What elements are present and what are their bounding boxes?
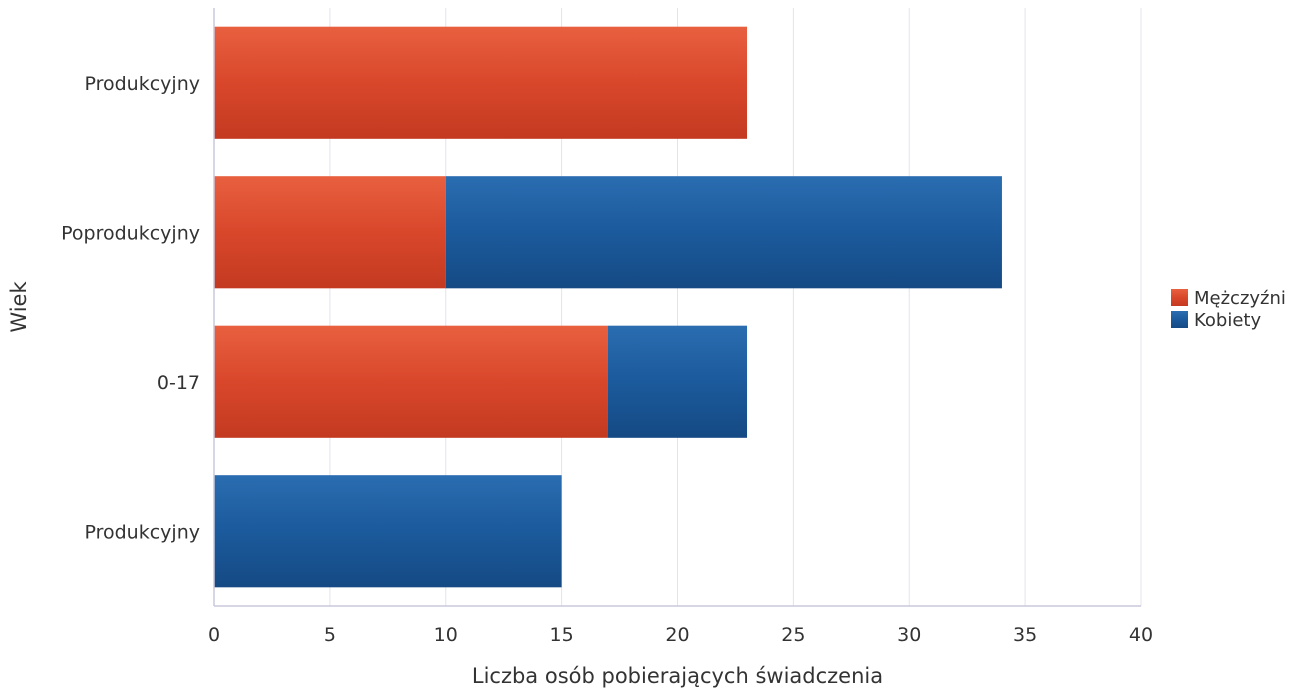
y-category-label: Produkcyjny bbox=[84, 521, 200, 543]
legend-swatch bbox=[1171, 311, 1188, 328]
x-tick-label: 15 bbox=[550, 624, 574, 646]
legend-label: Mężczyźni bbox=[1194, 288, 1286, 309]
y-category-label: Poprodukcyjny bbox=[61, 222, 200, 244]
x-tick-label: 10 bbox=[434, 624, 458, 646]
y-axis-title: Wiek bbox=[7, 281, 31, 333]
x-tick-label: 40 bbox=[1129, 624, 1153, 646]
bar-segment bbox=[607, 325, 748, 438]
x-axis-title: Liczba osób pobierających świadczenia bbox=[472, 664, 883, 688]
x-tick-label: 35 bbox=[1013, 624, 1037, 646]
labels: 0 5 10 15 20 25 30 35 40 Produkcyjny Poprodukcyjny… bbox=[7, 73, 1153, 688]
bar-segment bbox=[214, 176, 446, 289]
x-tick-label: 25 bbox=[781, 624, 805, 646]
x-tick-label: 0 bbox=[208, 624, 220, 646]
axes bbox=[213, 8, 1141, 607]
x-tick-label: 20 bbox=[665, 624, 689, 646]
y-category-label: 0-17 bbox=[157, 372, 200, 394]
legend-swatch bbox=[1171, 289, 1188, 306]
bar-segment bbox=[214, 26, 748, 139]
bar-segment bbox=[214, 475, 562, 588]
y-category-label: Produkcyjny bbox=[84, 73, 200, 95]
bars bbox=[214, 26, 1002, 588]
x-tick-label: 30 bbox=[897, 624, 921, 646]
x-tick-label: 5 bbox=[324, 624, 336, 646]
legend-label: Kobiety bbox=[1194, 310, 1261, 331]
bar-segment bbox=[214, 325, 608, 438]
bar-segment bbox=[445, 176, 1002, 289]
